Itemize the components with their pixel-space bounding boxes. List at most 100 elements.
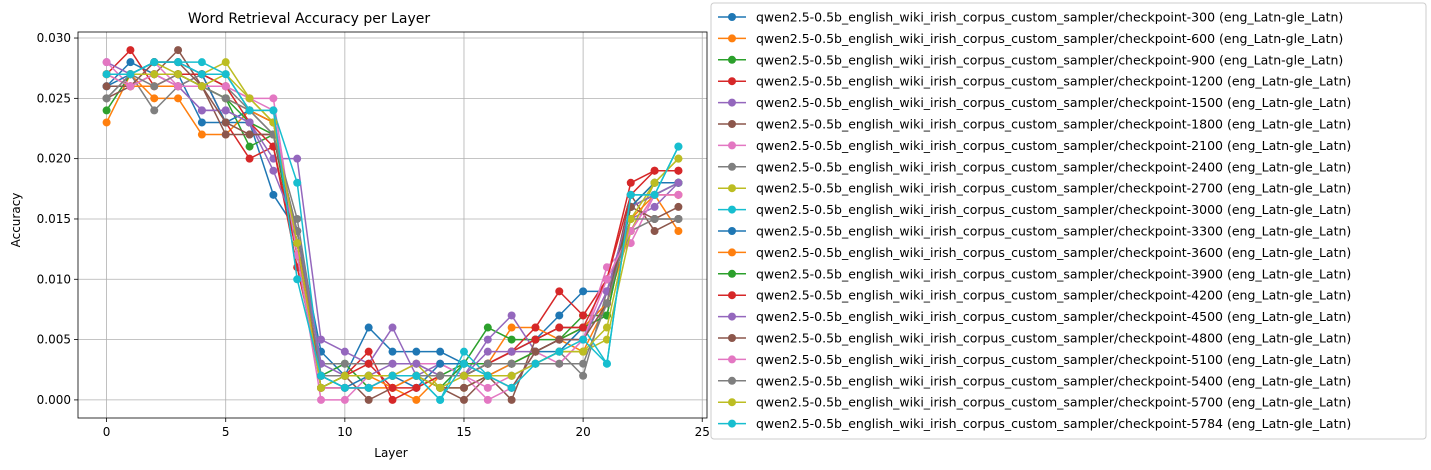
legend-entry: qwen2.5-0.5b_english_wiki_irish_corpus_c… bbox=[718, 245, 1351, 260]
data-point bbox=[483, 359, 492, 368]
data-point bbox=[483, 371, 492, 380]
data-point bbox=[459, 383, 468, 392]
data-point bbox=[245, 130, 254, 139]
data-point bbox=[221, 106, 230, 115]
legend-marker bbox=[728, 141, 736, 150]
legend-entry: qwen2.5-0.5b_english_wiki_irish_corpus_c… bbox=[718, 373, 1351, 388]
data-point bbox=[555, 323, 564, 332]
data-point bbox=[579, 323, 588, 332]
data-point bbox=[626, 190, 635, 199]
data-point bbox=[579, 371, 588, 380]
x-tick-label: 25 bbox=[695, 425, 710, 439]
data-point bbox=[507, 371, 516, 380]
data-point bbox=[269, 94, 278, 103]
data-point bbox=[674, 227, 683, 236]
legend-entry: qwen2.5-0.5b_english_wiki_irish_corpus_c… bbox=[718, 266, 1351, 281]
legend-entry: qwen2.5-0.5b_english_wiki_irish_corpus_c… bbox=[718, 395, 1351, 410]
data-point bbox=[245, 142, 254, 151]
data-point bbox=[174, 70, 183, 79]
y-tick-label: 0.015 bbox=[37, 212, 71, 226]
data-point bbox=[579, 335, 588, 344]
legend-label: qwen2.5-0.5b_english_wiki_irish_corpus_c… bbox=[756, 202, 1351, 217]
data-point bbox=[269, 106, 278, 115]
data-point bbox=[436, 371, 445, 380]
data-point bbox=[555, 359, 564, 368]
data-point bbox=[507, 311, 516, 320]
chart-title: Word Retrieval Accuracy per Layer bbox=[188, 11, 430, 27]
data-point bbox=[340, 383, 349, 392]
data-point bbox=[412, 371, 421, 380]
data-point bbox=[293, 275, 302, 284]
data-point bbox=[602, 323, 611, 332]
data-point bbox=[674, 142, 683, 151]
legend-entry: qwen2.5-0.5b_english_wiki_irish_corpus_c… bbox=[718, 416, 1351, 431]
data-point bbox=[197, 130, 206, 139]
legend-label: qwen2.5-0.5b_english_wiki_irish_corpus_c… bbox=[756, 10, 1343, 25]
data-point bbox=[436, 359, 445, 368]
data-point bbox=[102, 94, 111, 103]
data-point bbox=[459, 347, 468, 356]
legend-marker bbox=[728, 34, 736, 43]
data-point bbox=[602, 275, 611, 284]
data-point bbox=[340, 395, 349, 404]
data-point bbox=[197, 58, 206, 67]
data-point bbox=[650, 214, 659, 223]
x-axis-label: Layer bbox=[374, 446, 408, 460]
data-point bbox=[531, 347, 540, 356]
data-point bbox=[197, 70, 206, 79]
data-point bbox=[531, 359, 540, 368]
x-tick-label: 0 bbox=[103, 425, 111, 439]
data-point bbox=[507, 347, 516, 356]
data-point bbox=[579, 347, 588, 356]
legend-marker bbox=[728, 419, 736, 428]
legend-label: qwen2.5-0.5b_english_wiki_irish_corpus_c… bbox=[756, 416, 1351, 431]
data-point bbox=[436, 395, 445, 404]
legend: qwen2.5-0.5b_english_wiki_irish_corpus_c… bbox=[710, 2, 1427, 440]
data-point bbox=[507, 383, 516, 392]
data-point bbox=[364, 395, 373, 404]
data-point bbox=[102, 106, 111, 115]
legend-label: qwen2.5-0.5b_english_wiki_irish_corpus_c… bbox=[756, 245, 1351, 260]
data-point bbox=[150, 58, 159, 67]
data-point bbox=[221, 58, 230, 67]
legend-marker bbox=[728, 312, 736, 321]
y-axis-label: Accuracy bbox=[9, 193, 23, 248]
legend-label: qwen2.5-0.5b_english_wiki_irish_corpus_c… bbox=[756, 288, 1351, 303]
series-20 bbox=[102, 58, 683, 404]
data-point bbox=[412, 347, 421, 356]
data-point bbox=[507, 395, 516, 404]
data-point bbox=[483, 395, 492, 404]
data-point bbox=[674, 154, 683, 163]
data-point bbox=[602, 335, 611, 344]
data-point bbox=[245, 94, 254, 103]
data-point bbox=[412, 359, 421, 368]
data-point bbox=[293, 154, 302, 163]
legend-entry: qwen2.5-0.5b_english_wiki_irish_corpus_c… bbox=[718, 181, 1351, 196]
data-point bbox=[436, 347, 445, 356]
data-point bbox=[507, 335, 516, 344]
data-point bbox=[150, 94, 159, 103]
data-point bbox=[293, 178, 302, 187]
data-point bbox=[388, 395, 397, 404]
legend-entry: qwen2.5-0.5b_english_wiki_irish_corpus_c… bbox=[718, 52, 1343, 67]
legend-label: qwen2.5-0.5b_english_wiki_irish_corpus_c… bbox=[756, 74, 1351, 89]
legend-label: qwen2.5-0.5b_english_wiki_irish_corpus_c… bbox=[756, 52, 1343, 67]
legend-entry: qwen2.5-0.5b_english_wiki_irish_corpus_c… bbox=[718, 31, 1343, 46]
data-point bbox=[102, 82, 111, 91]
data-point bbox=[674, 190, 683, 199]
data-point bbox=[364, 323, 373, 332]
legend-marker bbox=[728, 205, 736, 214]
legend-marker bbox=[728, 13, 736, 21]
data-point bbox=[674, 166, 683, 175]
x-tick-label: 15 bbox=[456, 425, 471, 439]
legend-label: qwen2.5-0.5b_english_wiki_irish_corpus_c… bbox=[756, 309, 1351, 324]
y-tick-label: 0.030 bbox=[37, 31, 71, 45]
legend-label: qwen2.5-0.5b_english_wiki_irish_corpus_c… bbox=[756, 266, 1351, 281]
legend-marker bbox=[728, 77, 736, 86]
data-point bbox=[650, 227, 659, 236]
data-point bbox=[197, 82, 206, 91]
legend-marker bbox=[728, 98, 736, 107]
data-point bbox=[221, 82, 230, 91]
data-point bbox=[245, 154, 254, 163]
data-point bbox=[317, 371, 326, 380]
